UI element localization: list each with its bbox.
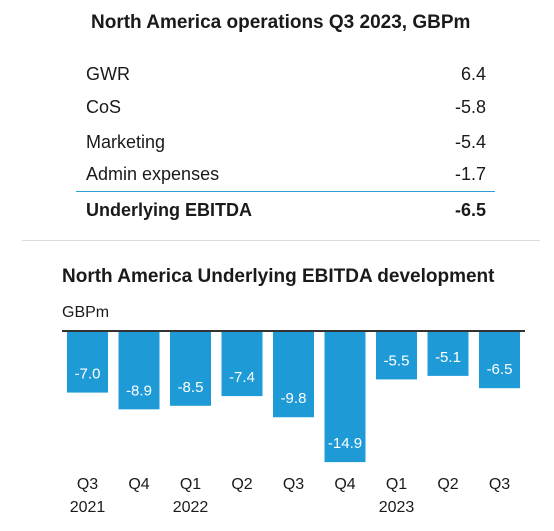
bar-value-label: -5.1 <box>435 349 461 366</box>
bar-value-label: -6.5 <box>487 361 513 378</box>
bar <box>118 331 160 410</box>
x-tick-label: Q4 <box>334 476 355 493</box>
bar <box>273 331 314 418</box>
x-year-label: 2023 <box>379 499 415 516</box>
table-row-gwr: GWR 6.4 <box>86 58 486 91</box>
row-label: GWR <box>86 64 130 84</box>
bar-value-label: -14.9 <box>328 435 362 452</box>
x-year-label: 2022 <box>173 499 209 516</box>
row-label: Underlying EBITDA <box>86 200 253 220</box>
y-unit-label: GBPm <box>62 304 110 321</box>
bar <box>170 331 211 406</box>
row-value: -5.8 <box>454 97 486 117</box>
bar-value-label: -7.4 <box>229 369 255 386</box>
bar-value-label: -7.0 <box>75 366 101 383</box>
bar-value-label: -9.8 <box>281 390 307 407</box>
x-tick-label: Q2 <box>231 476 252 493</box>
bar <box>479 331 520 389</box>
section-divider <box>22 240 540 241</box>
bar <box>376 331 417 380</box>
bar-value-label: -8.5 <box>178 379 204 396</box>
row-value: -6.5 <box>454 200 486 220</box>
row-value: -5.4 <box>454 132 486 152</box>
row-value: 6.4 <box>460 64 486 84</box>
bar <box>427 331 469 376</box>
table-title: North America operations Q3 2023, GBPm <box>91 12 471 33</box>
x-tick-label: Q1 <box>386 476 407 493</box>
row-label: Admin expenses <box>86 164 220 184</box>
row-value: -1.7 <box>454 164 486 184</box>
bar <box>221 331 263 397</box>
chart-title: North America Underlying EBITDA developm… <box>62 266 495 287</box>
x-year-label: 2021 <box>70 499 106 516</box>
x-tick-label: Q3 <box>77 476 98 493</box>
x-tick-label: Q1 <box>180 476 201 493</box>
table-row-marketing: Marketing -5.4 <box>86 126 486 159</box>
table-divider <box>76 191 495 192</box>
table-row-total: Underlying EBITDA -6.5 <box>86 194 486 227</box>
bar-value-label: -8.9 <box>126 382 152 399</box>
x-tick-label: Q3 <box>489 476 510 493</box>
table-row-admin-expenses: Admin expenses -1.7 <box>86 158 486 191</box>
x-tick-label: Q3 <box>283 476 304 493</box>
x-tick-label: Q2 <box>437 476 458 493</box>
table-row-cos: CoS -5.8 <box>86 91 486 124</box>
row-label: CoS <box>86 97 122 117</box>
bar <box>67 331 108 393</box>
bar <box>324 331 366 463</box>
x-tick-label: Q4 <box>128 476 149 493</box>
row-label: Marketing <box>86 132 166 152</box>
bar-value-label: -5.5 <box>384 352 410 369</box>
